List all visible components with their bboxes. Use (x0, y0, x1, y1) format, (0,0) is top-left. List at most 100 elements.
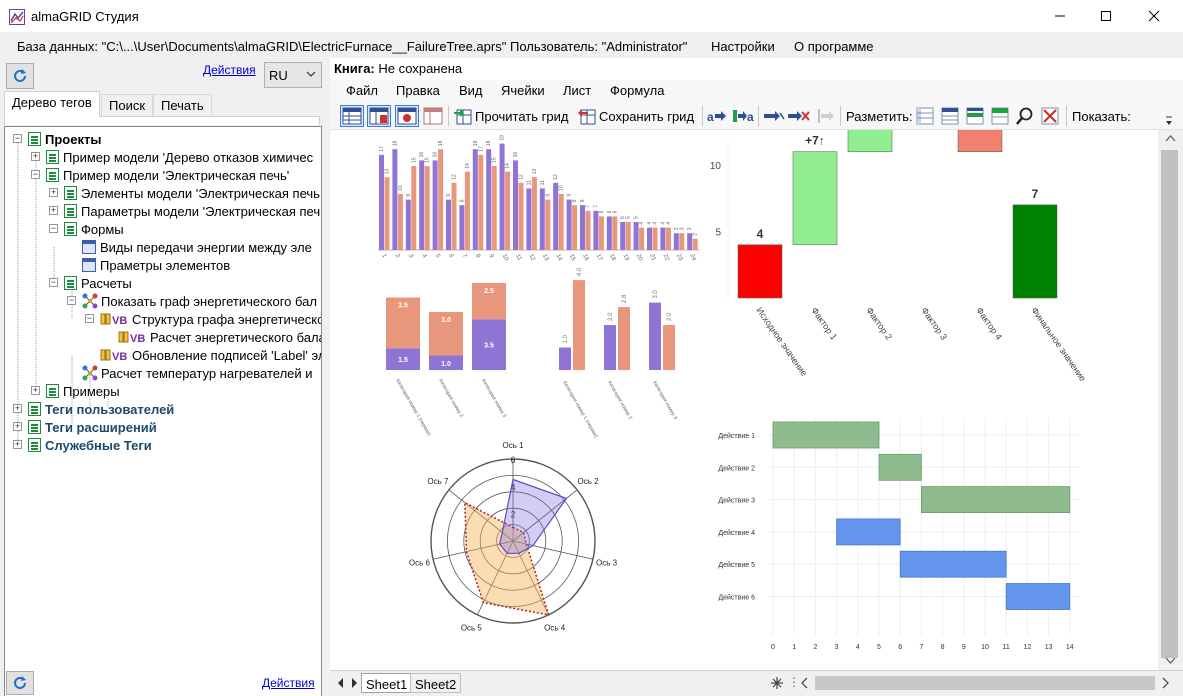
bar (553, 182, 559, 250)
grid-layout-4-button[interactable] (422, 105, 444, 127)
sheet-prev-icon[interactable] (336, 677, 346, 689)
close-button[interactable] (1131, 0, 1177, 32)
sheet-horizontal-scroll-thumb[interactable] (815, 676, 1155, 690)
tree-item[interactable]: Теги расширений (28, 418, 157, 436)
canvas-vertical-scrollbar[interactable] (1158, 130, 1183, 670)
network-icon (82, 293, 98, 309)
menu-cells[interactable]: Ячейки (501, 83, 545, 98)
category-label: Фактор 3 (919, 305, 949, 341)
tree-item[interactable]: Расчеты (64, 274, 132, 292)
tree-item[interactable]: Показать граф энергетического бал (82, 292, 317, 310)
waterfall-bar (847, 130, 893, 152)
tree-item[interactable]: Параметры модели 'Электрическая печ (64, 202, 320, 220)
tree-item-label: Расчет температур нагревателей и (101, 365, 313, 381)
axis-label: Ось 4 (544, 623, 566, 632)
tree-item[interactable]: Служебные Теги (28, 436, 152, 454)
menu-file[interactable]: Файл (346, 83, 378, 98)
tree-expander-icon[interactable]: + (49, 205, 58, 215)
sheet-tab-2[interactable]: Sheet2 (410, 673, 462, 693)
tree-item[interactable]: Проекты (28, 130, 101, 148)
tree-item[interactable]: Виды передачи энергии между эле (82, 238, 312, 256)
grid-layout-1-button[interactable] (340, 105, 364, 127)
refresh-button[interactable] (6, 63, 34, 89)
mark-option-3-button[interactable] (965, 105, 985, 127)
move-green-a-button[interactable]: a (732, 105, 754, 127)
tree-expander-icon[interactable]: + (13, 403, 22, 413)
tree-item[interactable]: VB Структура графа энергетическог (100, 310, 321, 328)
tree-item[interactable]: Формы (64, 220, 124, 238)
delete-link-button[interactable] (787, 105, 811, 127)
save-grid-button[interactable]: Сохранить грид (577, 105, 694, 127)
data-label: 8 (459, 199, 465, 202)
radial-tick-label: 6 (510, 455, 515, 465)
tick-label: 19 (621, 253, 630, 262)
data-label: 16 (419, 152, 425, 158)
minimize-button[interactable] (1037, 0, 1083, 32)
tree-expander-icon[interactable]: + (31, 385, 40, 395)
tab-print[interactable]: Печать (153, 94, 212, 116)
vertical-scroll-thumb[interactable] (1161, 150, 1178, 658)
tree-item[interactable]: Праметры элементов (82, 256, 230, 274)
menu-formula[interactable]: Формула (610, 83, 665, 98)
actions-link-bottom[interactable]: Действия (262, 676, 315, 690)
menu-sheet[interactable]: Лист (563, 83, 592, 98)
tree-item[interactable]: Расчет температур нагревателей и (82, 364, 313, 382)
tag-tree[interactable]: − Проекты + Пример модели 'Дерево отказов х… (4, 126, 322, 696)
language-select[interactable]: RU (264, 62, 322, 88)
tree-expander-icon[interactable]: + (13, 421, 22, 431)
tree-expander-icon[interactable]: + (49, 187, 58, 197)
menu-about[interactable]: О программе (794, 39, 874, 54)
sheet-tab-1[interactable]: Sheet1 (361, 673, 413, 693)
hscroll-left-icon[interactable] (800, 677, 810, 689)
grid-layout-2-button[interactable] (367, 105, 391, 127)
sheet-canvas[interactable]: 17 13 1 18 10 2 9 15 3 16 15 4 16 18 5 9 12 6 8 14 7 18 17 8 18 1… (330, 130, 1158, 670)
grid-layout-3-button[interactable] (395, 105, 419, 127)
tree-expander-icon[interactable]: − (49, 223, 58, 233)
window-title: almaGRID Студия (31, 9, 139, 24)
tab-search[interactable]: Поиск (101, 94, 154, 116)
actions-link-top[interactable]: Действия (203, 63, 256, 77)
tab-tag-tree[interactable]: Дерево тегов (4, 91, 100, 117)
svg-text:a: a (707, 110, 714, 124)
bar (665, 227, 671, 250)
tree-expander-icon[interactable]: − (31, 169, 40, 179)
radar-series-orange (464, 501, 550, 616)
tree-expander-icon[interactable]: − (13, 133, 22, 143)
mark-option-4-button[interactable] (990, 105, 1010, 127)
tree-item[interactable]: Примеры (46, 382, 120, 400)
bar (384, 177, 390, 250)
mark-option-2-button[interactable] (940, 105, 960, 127)
tree-item[interactable]: VB Обновление подписей 'Label' эле (100, 346, 321, 364)
tree-item[interactable]: Пример модели 'Электрическая печь' (46, 166, 289, 184)
toolbar-separator (702, 106, 703, 126)
menu-edit[interactable]: Правка (396, 83, 440, 98)
tree-expander-icon[interactable]: − (85, 313, 94, 323)
x-tick-label: 3 (835, 644, 839, 651)
tree-expander-icon[interactable]: + (13, 439, 22, 449)
tree-expander-icon[interactable]: − (67, 295, 76, 305)
read-grid-button[interactable]: Прочитать грид (453, 105, 568, 127)
sheet-add-icon[interactable] (771, 677, 783, 689)
svg-text:a: a (747, 110, 754, 124)
tree-item[interactable]: Теги пользователей (28, 400, 174, 418)
tree-filter-strip[interactable] (4, 116, 320, 125)
maximize-button[interactable] (1083, 0, 1129, 32)
tree-item[interactable]: Пример модели 'Дерево отказов химичес (46, 148, 313, 166)
link-disabled-button[interactable] (815, 105, 837, 127)
tree-item[interactable]: VB Расчет энергетического бала (118, 328, 321, 346)
insert-link-button[interactable] (763, 105, 785, 127)
menu-settings[interactable]: Настройки (711, 39, 775, 54)
tree-expander-icon[interactable]: − (49, 277, 58, 287)
toolbar-overflow-button[interactable] (1164, 110, 1174, 132)
bar (639, 227, 645, 250)
hscroll-right-icon[interactable] (1160, 677, 1170, 689)
tree-expander-icon[interactable]: + (31, 151, 40, 161)
find-button[interactable] (1015, 105, 1035, 127)
menu-view[interactable]: Вид (459, 83, 483, 98)
clear-marks-button[interactable] (1040, 105, 1060, 127)
move-right-a-button[interactable]: a (707, 105, 729, 127)
mark-option-1-button[interactable] (915, 105, 935, 127)
refresh-button-bottom[interactable] (6, 671, 34, 695)
tree-item[interactable]: Элементы модели 'Электрическая печь (64, 184, 320, 202)
sheet-next-icon[interactable] (349, 677, 359, 689)
